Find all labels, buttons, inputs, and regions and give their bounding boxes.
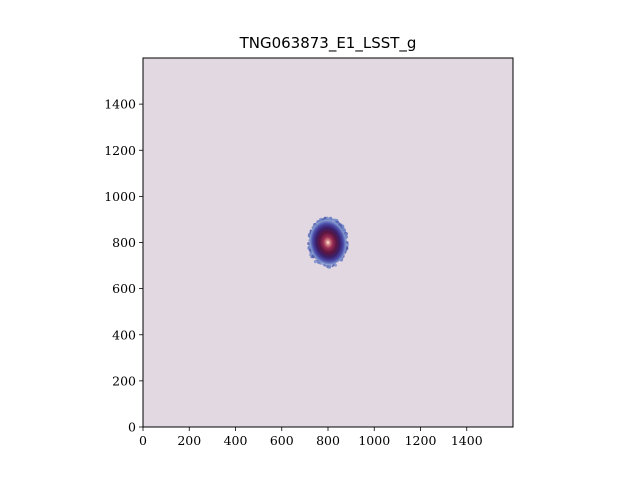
- y-axis: 0 200 400 600 800 1000 1200 1400: [104, 97, 143, 435]
- galaxy-core: [309, 219, 347, 266]
- x-tick-label: 1400: [451, 433, 483, 448]
- x-tick-label: 0: [139, 433, 147, 448]
- x-tick-label: 600: [270, 433, 294, 448]
- x-tick-label: 200: [177, 433, 201, 448]
- x-axis: 0 200 400 600 800 1000 1200 1400: [139, 427, 483, 448]
- y-tick-label: 400: [112, 327, 136, 342]
- y-tick-label: 1400: [104, 97, 136, 112]
- y-tick-label: 0: [128, 420, 136, 435]
- y-tick-label: 600: [112, 281, 136, 296]
- y-tick-label: 200: [112, 373, 136, 388]
- y-tick-label: 800: [112, 235, 136, 250]
- galaxy-blob: [307, 216, 349, 269]
- y-tick-label: 1200: [104, 143, 136, 158]
- x-tick-label: 1200: [405, 433, 437, 448]
- x-tick-label: 800: [316, 433, 340, 448]
- x-tick-label: 1000: [358, 433, 390, 448]
- chart-title: TNG063873_E1_LSST_g: [239, 34, 417, 53]
- y-tick-label: 1000: [104, 189, 136, 204]
- x-tick-label: 400: [224, 433, 248, 448]
